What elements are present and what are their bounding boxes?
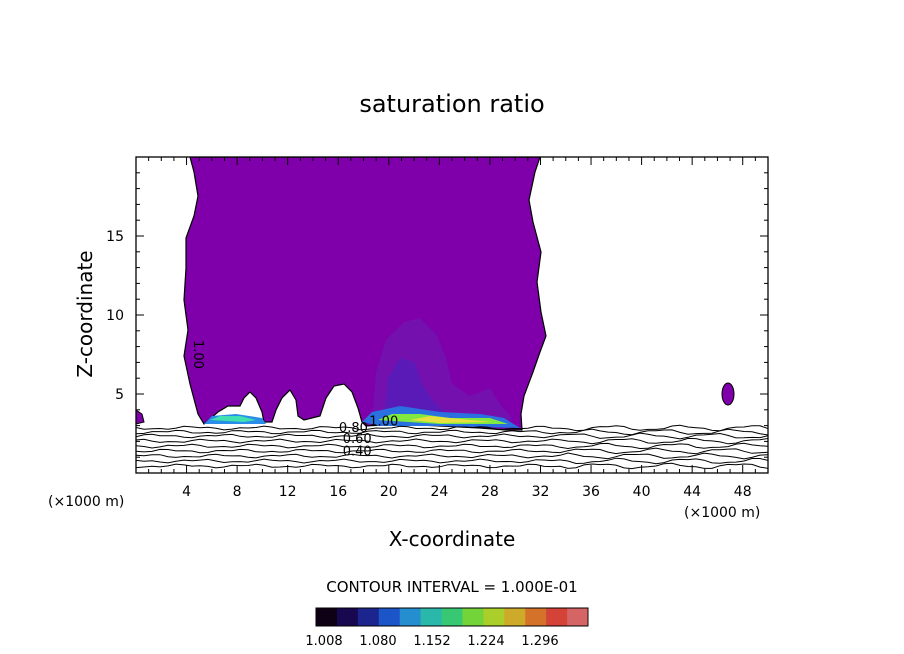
contour-line	[136, 462, 768, 470]
contour-line	[136, 457, 768, 465]
colorbar-swatch	[316, 608, 338, 626]
contour-label: 0.80	[339, 421, 368, 436]
x-tick-label: 32	[532, 484, 550, 500]
y-tick-label: 15	[106, 229, 124, 245]
contour-line	[136, 424, 768, 432]
x-tick-label: 36	[582, 484, 600, 500]
colorbar-swatch	[525, 608, 547, 626]
colorbar-swatch	[504, 608, 526, 626]
plot-area: 1.001.000.800.600.404 8 12 16 20 24 28 32 36 40 44…	[106, 156, 769, 500]
colorbar-tick-label: 1.296	[521, 634, 558, 649]
x-axis-label: X-coordinate	[389, 527, 516, 551]
contour-line	[136, 452, 768, 460]
supersaturated-shade-inner	[384, 358, 444, 420]
x-tick-label: 44	[683, 484, 701, 500]
x-tick-label: 8	[233, 484, 242, 500]
colorbar-swatch	[378, 608, 401, 626]
chart-title: saturation ratio	[359, 90, 544, 118]
colorbar-frame	[315, 607, 589, 627]
x-unit-right: (×1000 m)	[684, 505, 760, 521]
y-tick-label: 10	[106, 308, 124, 324]
colorbar-swatch	[546, 608, 568, 626]
contour-label: 1.00	[369, 415, 398, 430]
contour-line	[136, 432, 768, 440]
x-tick-label: 28	[481, 484, 499, 500]
saturated-region	[183, 157, 547, 431]
x-tick-label: 24	[430, 484, 448, 500]
saturated-patch-right	[721, 382, 735, 406]
colorbar-swatch	[567, 608, 589, 626]
colorbar-swatch	[357, 608, 380, 626]
colorbar-swatch	[441, 608, 463, 626]
cloud-base-band-left-core	[210, 416, 256, 422]
x-tick-label: 12	[279, 484, 297, 500]
contour-line	[136, 437, 768, 445]
x-tick-label: 16	[329, 484, 347, 500]
x-tick-label: 20	[380, 484, 398, 500]
contour-line	[136, 428, 768, 436]
colorbar-swatch	[399, 608, 422, 626]
x-tick-label: 40	[633, 484, 651, 500]
colorbar-swatch	[336, 608, 359, 626]
x-tick-label: 4	[182, 484, 191, 500]
colorbar-tick-label: 1.152	[413, 634, 450, 649]
colorbar-swatch	[483, 608, 505, 626]
contour-label: 0.40	[343, 445, 372, 460]
contour-line	[136, 442, 768, 450]
plot-content	[136, 157, 768, 470]
colorbar-tick-label: 1.008	[305, 634, 342, 649]
cloud-base-band-center-peak	[410, 416, 492, 423]
contour-label: 1.00	[190, 340, 205, 369]
colorbar-tick-label: 1.224	[467, 634, 504, 649]
x-tick-label: 48	[734, 484, 752, 500]
colorbar: 1.008 1.080 1.152 1.224 1.296	[305, 607, 589, 649]
colorbar-tick-label: 1.080	[359, 634, 396, 649]
saturated-patch-left-edge	[136, 409, 145, 425]
y-axis-label: Z-coordinate	[73, 250, 97, 377]
colorbar-swatch	[420, 608, 443, 626]
y-tick-label: 5	[115, 387, 124, 403]
contour-label: 0.60	[343, 432, 372, 447]
x-unit-left: (×1000 m)	[48, 494, 124, 510]
contour-interval-label: CONTOUR INTERVAL = 1.000E-01	[326, 578, 577, 596]
contour-line	[136, 447, 768, 455]
colorbar-swatch	[462, 608, 484, 626]
